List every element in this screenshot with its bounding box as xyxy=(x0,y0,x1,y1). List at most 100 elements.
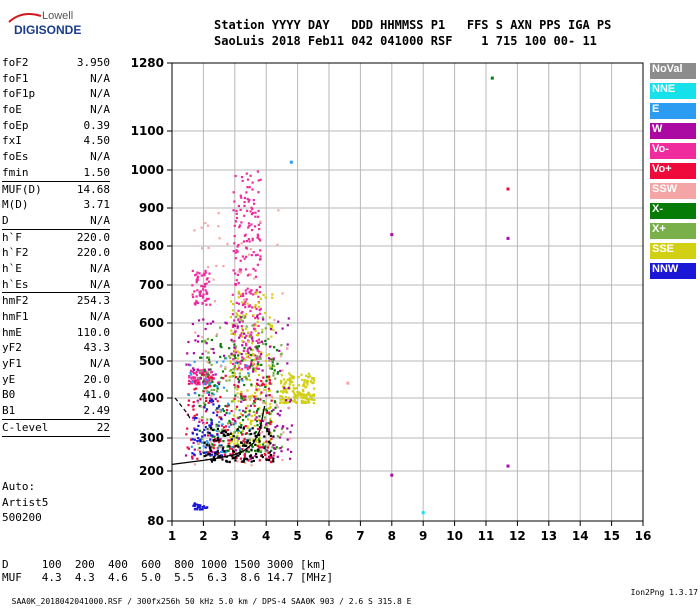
echo-point xyxy=(277,320,280,323)
legend-item: SSE xyxy=(650,243,696,259)
echo-point xyxy=(231,440,234,443)
echo-point xyxy=(249,363,253,366)
echo-point xyxy=(273,346,276,349)
echo-point xyxy=(241,335,244,338)
echo-point xyxy=(231,354,234,357)
echo-point xyxy=(276,390,279,393)
echo-point xyxy=(310,395,313,398)
param-value: N/A xyxy=(90,261,110,275)
echo-point xyxy=(229,436,232,439)
echo-point xyxy=(250,359,253,362)
echo-point xyxy=(245,240,248,243)
echo-point xyxy=(241,301,244,304)
echo-point xyxy=(245,364,249,367)
legend-item: Vo+ xyxy=(650,163,696,179)
echo-point xyxy=(237,429,241,432)
echo-point xyxy=(292,387,295,390)
echo-point xyxy=(253,225,257,228)
echo-point xyxy=(256,409,259,412)
echo-point xyxy=(235,323,238,326)
y-tick-label: 1100 xyxy=(131,124,164,138)
echo-point xyxy=(225,322,228,325)
ionogram-plot: 1 2 3 4 5 6 7 8 9 10 11 12 13 14 15 1680200300400500600… xyxy=(131,56,652,543)
echo-point xyxy=(218,408,221,411)
echo-point xyxy=(233,346,236,349)
echo-point xyxy=(287,397,290,400)
echo-point xyxy=(260,454,263,457)
echo-point xyxy=(229,356,232,360)
echo-point xyxy=(199,398,202,401)
echo-point xyxy=(272,357,275,360)
echo-point xyxy=(254,275,258,278)
echo-point xyxy=(218,237,221,240)
echo-point xyxy=(200,274,203,277)
echo-point xyxy=(228,425,231,428)
echo-point xyxy=(247,200,250,203)
echo-point xyxy=(204,388,208,392)
echo-point xyxy=(196,383,199,386)
echo-point xyxy=(194,392,197,395)
echo-point xyxy=(231,447,234,450)
echo-point xyxy=(234,459,237,462)
echo-point xyxy=(267,357,271,360)
echo-point xyxy=(204,299,207,302)
echo-point xyxy=(206,434,209,437)
echo-point xyxy=(260,353,263,356)
echo-point xyxy=(249,309,252,313)
echo-point xyxy=(192,352,195,355)
echo-point xyxy=(236,361,239,365)
echo-point xyxy=(266,424,269,428)
echo-point xyxy=(256,427,260,431)
echo-point xyxy=(270,449,273,452)
echo-point xyxy=(246,287,249,290)
echo-point xyxy=(282,378,286,381)
echo-point xyxy=(208,272,211,275)
echo-point xyxy=(272,435,275,438)
echo-point xyxy=(256,291,259,294)
echo-point xyxy=(233,354,236,357)
echo-point xyxy=(264,385,267,388)
echo-point xyxy=(254,304,257,307)
echo-point xyxy=(214,397,217,401)
echo-point xyxy=(257,215,260,218)
echo-point xyxy=(240,319,243,322)
echo-point xyxy=(244,432,247,435)
echo-point xyxy=(304,401,307,404)
param-value: N/A xyxy=(90,357,110,371)
param-value: 220.0 xyxy=(76,246,110,260)
echo-point xyxy=(192,296,195,299)
echo-point xyxy=(207,379,210,382)
echo-point xyxy=(203,428,206,431)
echo-point xyxy=(271,296,274,299)
echo-point xyxy=(291,390,294,393)
echo-point xyxy=(187,379,191,382)
echo-point xyxy=(237,400,240,403)
echo-point xyxy=(204,403,207,406)
echo-point xyxy=(210,401,213,404)
echo-point xyxy=(268,394,271,397)
echo-point xyxy=(216,437,219,440)
echo-point xyxy=(276,362,279,365)
echo-point xyxy=(236,314,239,317)
echo-point xyxy=(202,371,205,374)
param-row: D N/A xyxy=(2,213,110,229)
echo-point xyxy=(254,269,257,272)
echo-point xyxy=(236,460,239,463)
echo-point xyxy=(202,296,205,299)
echo-point xyxy=(263,383,266,386)
echo-point xyxy=(205,408,209,411)
echo-point xyxy=(293,398,296,401)
echo-point xyxy=(217,381,220,384)
echo-point xyxy=(222,445,225,449)
echo-point xyxy=(298,391,301,394)
echo-point xyxy=(190,380,194,383)
echo-point xyxy=(194,331,197,334)
echo-point xyxy=(201,352,204,355)
param-label: hmF1 xyxy=(2,310,29,323)
echo-point xyxy=(262,318,265,321)
echo-point xyxy=(220,376,223,379)
echo-point xyxy=(255,356,258,359)
echo-point xyxy=(209,397,212,400)
echo-point xyxy=(188,374,191,378)
echo-point xyxy=(242,302,245,305)
